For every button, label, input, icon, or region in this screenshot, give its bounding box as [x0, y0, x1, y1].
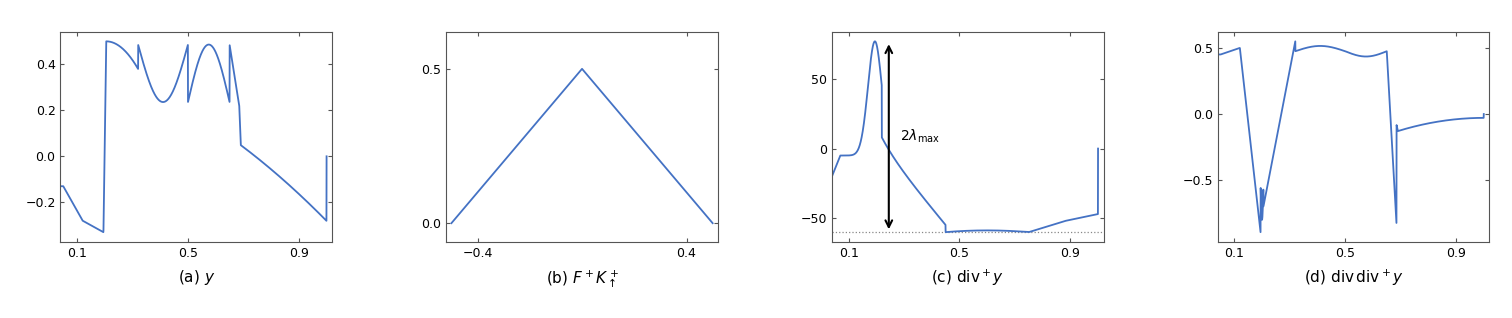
X-axis label: (b) $F^+K^+_\uparrow$: (b) $F^+K^+_\uparrow$ — [546, 268, 618, 290]
X-axis label: (a) $y$: (a) $y$ — [177, 268, 215, 287]
X-axis label: (d) $\mathrm{div}\,\mathrm{div}^+ y$: (d) $\mathrm{div}\,\mathrm{div}^+ y$ — [1303, 268, 1403, 288]
X-axis label: (c) $\mathrm{div}^+ y$: (c) $\mathrm{div}^+ y$ — [931, 268, 1004, 288]
Text: $2\lambda_{\max}$: $2\lambda_{\max}$ — [900, 128, 940, 145]
